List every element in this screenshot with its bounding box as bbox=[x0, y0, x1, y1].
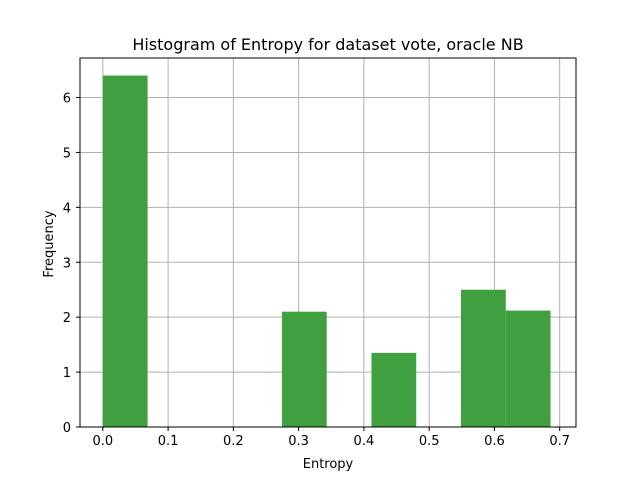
histogram-bar bbox=[102, 75, 148, 428]
y-axis-label: Frequency bbox=[42, 210, 57, 277]
x-tick-label: 0.5 bbox=[419, 434, 440, 449]
chart-title: Histogram of Entropy for dataset vote, o… bbox=[132, 35, 523, 54]
y-tick-label: 2 bbox=[63, 311, 71, 326]
y-tick-label: 3 bbox=[63, 256, 71, 271]
bars-layer bbox=[102, 75, 551, 428]
histogram-bar bbox=[461, 289, 506, 427]
y-tick-label: 4 bbox=[63, 201, 71, 216]
x-tick-label: 0.6 bbox=[484, 434, 505, 449]
x-tick-label: 0.7 bbox=[549, 434, 570, 449]
x-tick-label: 0.1 bbox=[158, 434, 179, 449]
x-tick-label: 0.3 bbox=[288, 434, 309, 449]
x-tick-label: 0.0 bbox=[92, 434, 113, 449]
x-tick-label: 0.4 bbox=[354, 434, 375, 449]
ticks-layer: 0.0 0.1 0.2 0.3 0.4 0.5 0.6 0.7 0 1 2 3 4 5 6 bbox=[63, 92, 570, 449]
plot-frame bbox=[79, 57, 577, 428]
x-tick-label: 0.2 bbox=[223, 434, 244, 449]
histogram-bar bbox=[281, 311, 327, 427]
y-tick-label: 6 bbox=[63, 92, 71, 107]
y-tick-label: 1 bbox=[63, 366, 71, 381]
y-tick-label: 0 bbox=[63, 421, 71, 436]
x-axis-label: Entropy bbox=[303, 457, 354, 472]
y-tick-label: 5 bbox=[63, 146, 71, 161]
histogram-bar bbox=[371, 352, 417, 427]
histogram-bar bbox=[505, 310, 551, 427]
